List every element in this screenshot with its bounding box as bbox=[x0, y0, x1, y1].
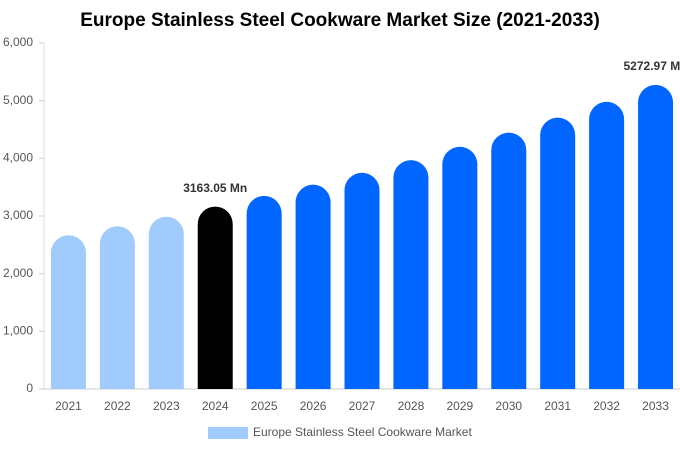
chart-title: Europe Stainless Steel Cookware Market S… bbox=[80, 10, 600, 31]
bar bbox=[442, 146, 478, 389]
bar bbox=[50, 235, 86, 389]
x-tick-label: 2032 bbox=[593, 399, 620, 413]
bar bbox=[491, 132, 527, 389]
value-label: 3163.05 Mn bbox=[183, 181, 247, 195]
x-tick-label: 2033 bbox=[642, 399, 669, 413]
bar bbox=[295, 184, 331, 389]
x-tick-label: 2028 bbox=[398, 399, 425, 413]
x-tick-label: 2029 bbox=[446, 399, 473, 413]
bar bbox=[540, 117, 576, 389]
y-tick-label: 4,000 bbox=[3, 151, 33, 165]
value-label: 5272.97 Mn bbox=[624, 59, 680, 73]
x-tick-label: 2027 bbox=[349, 399, 376, 413]
bar bbox=[197, 206, 233, 389]
legend-swatch bbox=[208, 427, 248, 439]
x-tick-label: 2031 bbox=[544, 399, 571, 413]
y-tick-label: 0 bbox=[26, 381, 33, 395]
y-tick-label: 3,000 bbox=[3, 208, 33, 222]
x-tick-label: 2023 bbox=[153, 399, 180, 413]
x-tick-label: 2025 bbox=[251, 399, 278, 413]
bar bbox=[589, 101, 625, 390]
bar bbox=[99, 226, 135, 389]
y-tick-label: 2,000 bbox=[3, 266, 33, 280]
x-tick-label: 2021 bbox=[55, 399, 82, 413]
bar bbox=[638, 84, 674, 389]
y-tick-label: 6,000 bbox=[3, 35, 33, 49]
x-tick-label: 2026 bbox=[300, 399, 327, 413]
x-tick-label: 2022 bbox=[104, 399, 131, 413]
y-tick-label: 5,000 bbox=[3, 93, 33, 107]
bar bbox=[344, 172, 380, 389]
x-tick-label: 2024 bbox=[202, 399, 229, 413]
legend-label: Europe Stainless Steel Cookware Market bbox=[253, 425, 472, 439]
bar bbox=[148, 216, 184, 389]
x-tick-label: 2030 bbox=[495, 399, 522, 413]
bar bbox=[393, 160, 429, 389]
bar bbox=[246, 195, 282, 389]
y-tick-label: 1,000 bbox=[3, 324, 33, 338]
